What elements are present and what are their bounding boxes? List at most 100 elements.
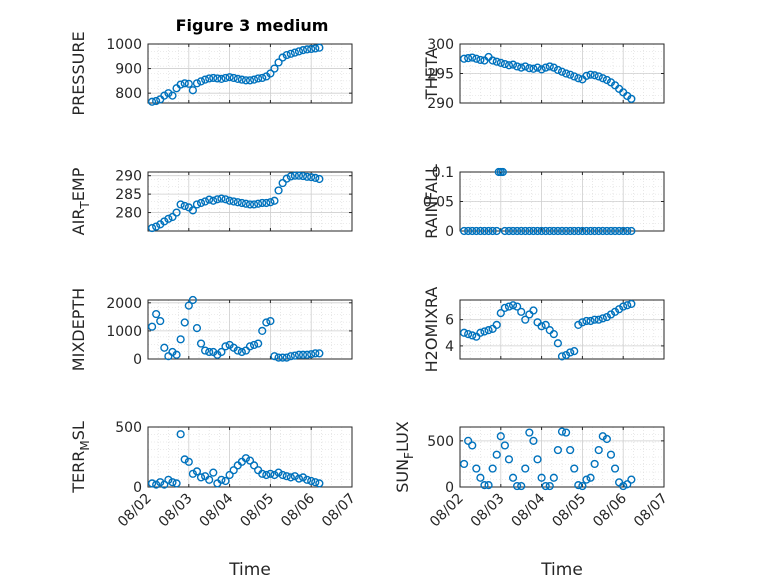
data-point	[492, 320, 501, 330]
data-point	[221, 476, 230, 486]
data-point	[270, 196, 279, 205]
x-axis-label: Time	[228, 560, 271, 580]
data-point	[311, 173, 320, 183]
data-point	[553, 65, 563, 75]
data-point	[472, 464, 481, 473]
x-tick-label: 08/05	[549, 491, 589, 531]
data-point	[192, 79, 202, 88]
x-axis-label: Time	[540, 560, 583, 580]
y-tick-label: 2000	[106, 296, 142, 312]
data-point	[278, 470, 287, 480]
data-point	[315, 479, 324, 488]
data-point	[164, 89, 173, 98]
data-point	[606, 450, 616, 459]
data-point	[553, 226, 563, 236]
data-point	[476, 473, 485, 482]
data-point	[270, 64, 279, 73]
data-point	[459, 226, 469, 236]
data-point	[606, 310, 616, 319]
data-point	[294, 47, 304, 56]
y-axis-label-tail: EMP	[69, 167, 88, 201]
data-point	[582, 316, 591, 326]
data-point	[590, 459, 599, 469]
data-point	[229, 197, 238, 206]
data-point	[500, 441, 509, 450]
data-point	[468, 441, 477, 450]
data-point	[168, 212, 177, 222]
data-point	[566, 348, 575, 357]
data-point	[205, 74, 214, 83]
data-point	[152, 309, 161, 319]
data-point	[549, 63, 558, 72]
y-tick-label: 1000	[106, 324, 142, 340]
data-point	[627, 475, 636, 484]
data-point	[245, 342, 255, 351]
data-point	[623, 480, 632, 489]
data-point	[290, 351, 299, 360]
data-point	[529, 306, 538, 315]
data-point	[574, 226, 583, 236]
data-point	[278, 178, 287, 188]
data-point	[307, 476, 316, 486]
data-point	[160, 91, 169, 100]
data-point	[262, 198, 271, 208]
data-point	[266, 316, 275, 326]
data-point	[459, 459, 469, 469]
axes-box	[147, 299, 353, 360]
x-tick-label: 08/07	[319, 491, 359, 531]
y-axis-label-main: PRESSURE	[69, 31, 88, 115]
y-tick-label: 290	[115, 169, 142, 185]
data-point	[221, 73, 230, 83]
data-point	[254, 199, 263, 208]
data-point	[508, 473, 518, 482]
x-tick-label: 08/06	[590, 490, 630, 530]
data-point	[480, 481, 489, 490]
data-point	[586, 473, 595, 482]
data-point	[566, 70, 575, 79]
data-point	[529, 436, 538, 445]
data-point	[205, 475, 214, 484]
y-axis-label-main: RAINFALL	[422, 164, 441, 239]
data-point	[541, 63, 550, 72]
data-point	[602, 434, 611, 444]
data-point	[488, 56, 497, 65]
data-point	[266, 469, 275, 478]
y-axis-label-main: TERR	[69, 451, 88, 494]
data-point	[574, 320, 583, 330]
data-point	[249, 200, 259, 209]
data-point	[582, 71, 591, 80]
data-point	[557, 427, 567, 436]
x-tick-label: 08/07	[631, 491, 671, 531]
data-point	[582, 475, 591, 484]
chart-panel-5: 0 1000 2000 MIXDEPTH	[69, 288, 353, 371]
data-point	[561, 350, 571, 360]
data-point	[459, 54, 469, 63]
data-point	[594, 72, 603, 81]
y-tick-label: 6	[445, 313, 454, 329]
data-point	[484, 226, 493, 236]
axes-box	[459, 299, 665, 360]
data-point	[172, 208, 181, 217]
data-point	[541, 320, 550, 330]
data-point	[615, 226, 624, 236]
data-point	[504, 455, 514, 464]
data-point	[192, 200, 202, 209]
data-point	[598, 74, 607, 83]
data-point	[192, 323, 202, 333]
data-point	[541, 226, 550, 236]
y-tick-label: 280	[115, 206, 142, 222]
data-point	[249, 340, 259, 350]
x-tick-label: 08/06	[278, 490, 318, 530]
data-point	[311, 349, 320, 358]
axes-box	[147, 171, 353, 232]
y-axis-label: TERRMSL	[69, 421, 92, 494]
data-point	[152, 96, 161, 106]
data-point	[241, 346, 251, 355]
data-point	[196, 473, 206, 482]
data-point	[476, 328, 485, 337]
chart-panel-3: 280 285 290 AIRTEMP	[69, 167, 353, 235]
data-point	[513, 302, 522, 311]
y-tick-label: 0	[133, 480, 142, 496]
data-point	[245, 456, 255, 465]
